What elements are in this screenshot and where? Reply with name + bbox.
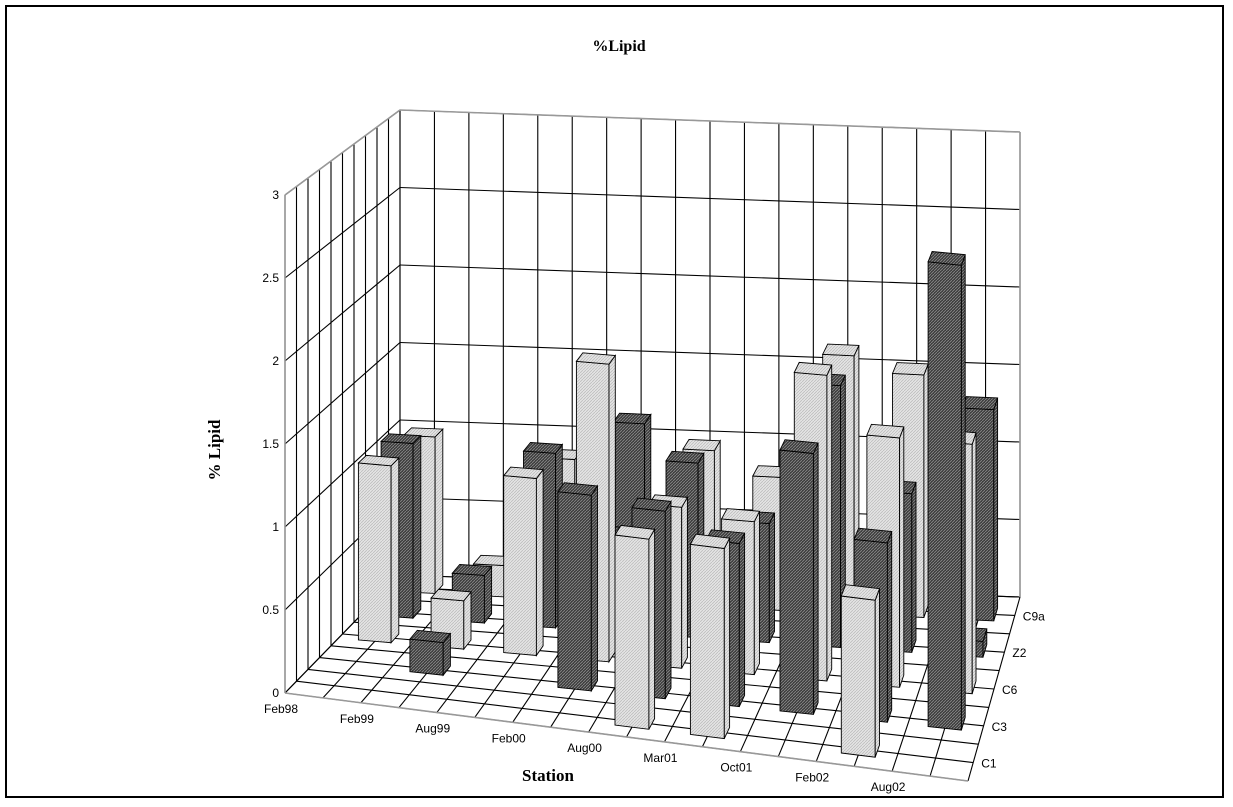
x-tick-label: Feb02 (795, 770, 829, 784)
z-tick-label: C6 (1002, 683, 1018, 697)
z-tick-label: C9a (1023, 609, 1045, 623)
bar-C1-Mar01 (689, 533, 731, 740)
x-tick-label: Feb99 (340, 712, 374, 726)
z-tick-label: C1 (981, 757, 997, 771)
bar-C3-Feb99 (409, 629, 452, 677)
y-tick-label: 0 (272, 686, 279, 700)
y-tick-label: 2 (272, 354, 279, 368)
bar-C3-Aug02 (927, 251, 966, 731)
y-tick-label: 3 (272, 188, 279, 202)
bars (357, 251, 999, 758)
bar-C3-Feb00 (557, 482, 599, 693)
y-tick-label: 1.5 (262, 437, 279, 451)
z-tick-label: Z2 (1012, 646, 1026, 660)
x-tick-label: Aug99 (415, 722, 450, 736)
chart-frame: 0 0.5 1 1.5 2 2.5 3 Feb98 Feb99 Aug99 Feb00 Aug00 Ma… (5, 5, 1224, 798)
y-tick-label: 1 (272, 520, 279, 534)
x-tick-label: Feb00 (492, 731, 526, 745)
x-tick-label: Mar01 (643, 751, 677, 765)
x-tick-label: Feb98 (264, 702, 298, 716)
chart-title: %Lipid (592, 38, 645, 55)
y-axis-title: % Lipid (205, 419, 224, 480)
x-tick-label: Oct01 (720, 761, 752, 775)
y-tick-label: 2.5 (262, 271, 279, 285)
bar-C1-Aug00 (614, 524, 656, 730)
bar-C1-Feb02 (840, 584, 881, 758)
tick-labels: 0 0.5 1 1.5 2 2.5 3 Feb98 Feb99 Aug99 Feb00 Aug00 Ma… (262, 188, 1045, 794)
y-tick-label: 0.5 (262, 603, 279, 617)
x-tick-label: Aug02 (871, 780, 906, 794)
lipid-3d-bar-chart: 0 0.5 1 1.5 2 2.5 3 Feb98 Feb99 Aug99 Feb00 Aug00 Ma… (205, 38, 1045, 794)
z-tick-label: C3 (992, 720, 1008, 734)
bar-C6-Feb98 (357, 454, 400, 644)
x-tick-label: Aug00 (567, 741, 602, 755)
bar-C3-Oct01 (779, 439, 819, 715)
x-axis-title: Station (522, 766, 575, 785)
bar-C6-Aug99 (502, 466, 544, 657)
